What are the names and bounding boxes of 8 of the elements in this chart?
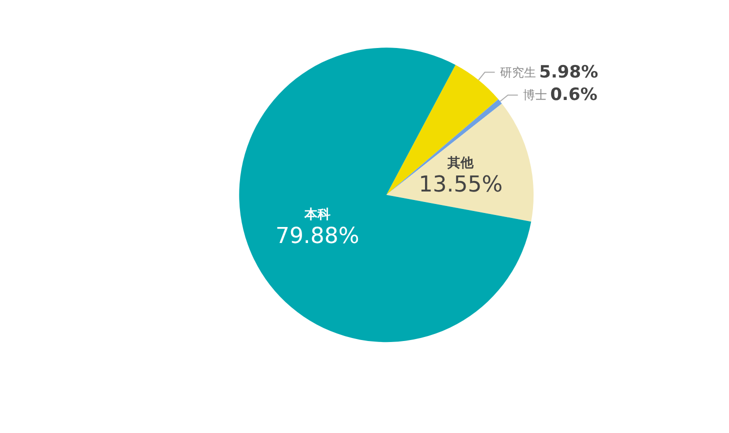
data-label: 0.6% — [550, 85, 598, 106]
slice-label: 本科 — [303, 208, 330, 223]
data-label: 13.55% — [418, 172, 503, 198]
slice-label: 研究生 — [500, 65, 536, 80]
data-label: 5.98% — [539, 62, 598, 82]
slice-label: 其他 — [446, 156, 475, 171]
slice-label: 博士 — [522, 88, 547, 102]
data-label: 79.88% — [275, 224, 360, 250]
